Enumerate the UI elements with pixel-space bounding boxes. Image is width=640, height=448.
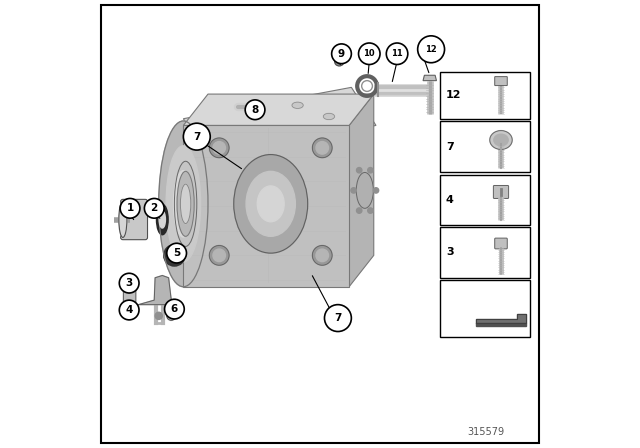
- Circle shape: [373, 188, 379, 193]
- Circle shape: [209, 138, 229, 158]
- Polygon shape: [184, 94, 374, 125]
- Ellipse shape: [257, 186, 284, 222]
- Circle shape: [209, 246, 229, 265]
- Bar: [440, 72, 530, 119]
- Text: 10: 10: [364, 49, 375, 58]
- Text: 7: 7: [193, 132, 200, 142]
- Text: 4: 4: [446, 195, 454, 205]
- Ellipse shape: [159, 211, 166, 228]
- Text: 1: 1: [127, 203, 134, 213]
- Circle shape: [155, 312, 163, 319]
- Ellipse shape: [494, 134, 508, 146]
- Circle shape: [145, 198, 164, 218]
- FancyBboxPatch shape: [495, 238, 508, 249]
- Ellipse shape: [119, 202, 127, 237]
- Ellipse shape: [292, 102, 303, 108]
- Text: 7: 7: [446, 142, 454, 152]
- Circle shape: [316, 249, 328, 262]
- Polygon shape: [184, 125, 349, 287]
- Ellipse shape: [247, 102, 259, 108]
- Text: 11: 11: [391, 49, 403, 58]
- Ellipse shape: [246, 171, 296, 237]
- Polygon shape: [476, 314, 525, 323]
- Text: 12: 12: [425, 45, 437, 54]
- Ellipse shape: [157, 204, 168, 235]
- Circle shape: [356, 208, 362, 213]
- Text: 8: 8: [252, 105, 259, 115]
- Circle shape: [337, 59, 342, 65]
- Circle shape: [170, 251, 179, 260]
- Text: 7: 7: [334, 313, 342, 323]
- Text: 315579: 315579: [467, 427, 504, 437]
- Bar: [440, 175, 530, 225]
- Circle shape: [119, 300, 139, 320]
- Circle shape: [356, 168, 362, 173]
- Circle shape: [164, 299, 184, 319]
- Circle shape: [368, 168, 373, 173]
- Ellipse shape: [323, 113, 335, 120]
- Ellipse shape: [335, 58, 344, 66]
- Text: 3: 3: [125, 278, 132, 288]
- Polygon shape: [476, 323, 525, 326]
- Ellipse shape: [180, 184, 191, 224]
- Text: 3: 3: [446, 247, 454, 258]
- Circle shape: [324, 305, 351, 332]
- Text: 6: 6: [171, 304, 178, 314]
- Ellipse shape: [173, 171, 193, 237]
- FancyBboxPatch shape: [121, 199, 148, 240]
- Circle shape: [120, 198, 140, 218]
- Ellipse shape: [166, 146, 200, 262]
- Circle shape: [358, 43, 380, 65]
- Circle shape: [167, 311, 176, 320]
- Circle shape: [245, 100, 265, 120]
- Polygon shape: [349, 94, 374, 287]
- Ellipse shape: [175, 161, 197, 246]
- Ellipse shape: [159, 121, 208, 287]
- Text: 9: 9: [338, 49, 345, 59]
- Text: 12: 12: [446, 90, 461, 100]
- FancyBboxPatch shape: [495, 77, 508, 86]
- Circle shape: [368, 208, 373, 213]
- Circle shape: [387, 43, 408, 65]
- Circle shape: [119, 273, 139, 293]
- Ellipse shape: [234, 155, 308, 253]
- Ellipse shape: [356, 172, 373, 208]
- Circle shape: [316, 142, 328, 154]
- Circle shape: [213, 249, 225, 262]
- Circle shape: [332, 44, 351, 64]
- Circle shape: [351, 188, 356, 193]
- Polygon shape: [423, 75, 436, 81]
- Circle shape: [312, 246, 332, 265]
- Bar: [440, 280, 530, 337]
- Polygon shape: [139, 276, 172, 305]
- Bar: [440, 121, 530, 172]
- Ellipse shape: [490, 131, 512, 150]
- Polygon shape: [184, 87, 376, 157]
- Text: 4: 4: [125, 305, 133, 315]
- Circle shape: [213, 142, 225, 154]
- Circle shape: [184, 123, 210, 150]
- FancyBboxPatch shape: [124, 289, 136, 302]
- Text: 2: 2: [150, 203, 158, 213]
- Circle shape: [167, 243, 186, 263]
- Bar: [440, 227, 530, 278]
- Ellipse shape: [177, 171, 194, 237]
- Circle shape: [312, 138, 332, 158]
- Circle shape: [418, 36, 445, 63]
- FancyBboxPatch shape: [493, 185, 509, 198]
- Text: 5: 5: [173, 248, 180, 258]
